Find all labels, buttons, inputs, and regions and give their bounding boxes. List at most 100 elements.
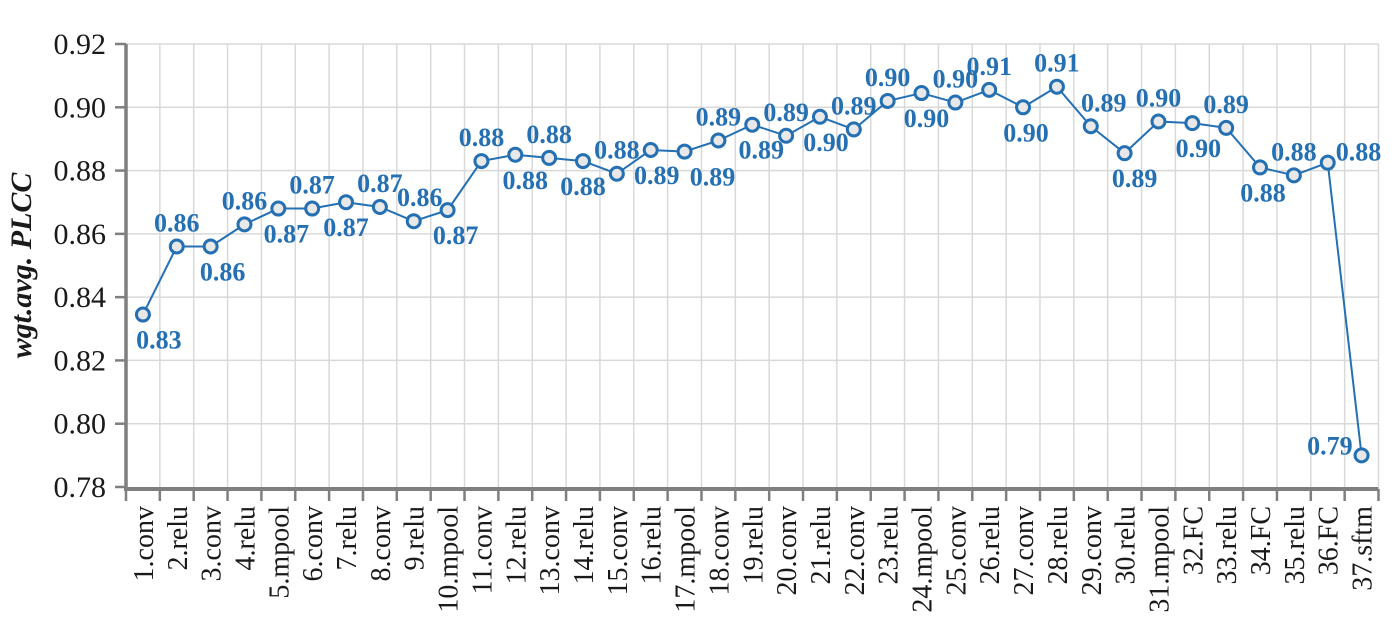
data-point-marker: [1285, 167, 1302, 184]
x-tick-label: 33.relu: [1212, 506, 1243, 585]
data-point-marker: [879, 92, 896, 109]
data-point-label: 0.90: [1003, 118, 1049, 147]
data-point-marker: [202, 238, 219, 255]
x-tick-label: 31.mpool: [1144, 506, 1175, 613]
data-point-marker: [845, 121, 862, 138]
data-point-marker: [236, 216, 253, 233]
data-point-marker: [473, 153, 490, 170]
data-point-label: 0.90: [904, 104, 950, 133]
data-point-marker: [507, 146, 524, 163]
x-tick-label: 27.conv: [1009, 506, 1040, 595]
data-point-label: 0.88: [1271, 137, 1317, 166]
data-point-label: 0.87: [433, 221, 479, 250]
data-point-marker: [913, 85, 930, 102]
x-tick-label: 16.relu: [637, 506, 668, 585]
data-point-marker: [778, 127, 795, 144]
x-tick-label: 28.relu: [1043, 506, 1074, 585]
x-tick-label: 9.relu: [400, 506, 431, 571]
data-point-label: 0.86: [154, 209, 200, 238]
data-point-label: 0.91: [1034, 49, 1080, 78]
data-point-label: 0.79: [1307, 431, 1353, 460]
data-point-marker: [1015, 99, 1032, 116]
x-tick-label: 32.FC: [1178, 506, 1209, 575]
y-axis-title: wgt.avg. PLCC: [5, 172, 38, 359]
data-point-marker: [1150, 113, 1167, 130]
y-tick-label: 0.82: [54, 344, 107, 377]
data-point-marker: [439, 202, 456, 219]
data-point-label: 0.87: [264, 220, 310, 249]
data-point-label: 0.88: [1336, 138, 1382, 167]
data-point-label: 0.89: [1081, 88, 1127, 117]
x-tick-label: 26.relu: [975, 506, 1006, 585]
x-tick-label: 6.conv: [298, 506, 329, 581]
x-tick-label: 4.relu: [230, 506, 261, 571]
data-point-label: 0.87: [323, 213, 369, 242]
data-point-label: 0.89: [1203, 90, 1249, 119]
x-tick-label: 22.conv: [840, 506, 871, 595]
x-tick-label: 19.relu: [738, 506, 769, 585]
data-point-label: 0.89: [831, 91, 877, 120]
data-point-label: 0.83: [136, 326, 182, 355]
data-point-marker: [1252, 159, 1269, 176]
x-tick-label: 11.conv: [467, 506, 498, 594]
data-point-marker: [947, 94, 964, 111]
x-tick-label: 13.conv: [535, 506, 566, 595]
x-tick-label: 18.conv: [704, 506, 735, 595]
x-tick-label: 10.mpool: [434, 506, 465, 613]
data-point-marker: [168, 238, 185, 255]
data-point-marker: [642, 142, 659, 159]
x-tick-label: 14.relu: [569, 506, 600, 585]
data-point-marker: [744, 116, 761, 133]
data-point-label: 0.89: [739, 136, 785, 165]
data-point-label: 0.89: [690, 163, 736, 192]
y-tick-label: 0.92: [54, 28, 107, 61]
data-point-marker: [981, 81, 998, 98]
data-point-marker: [608, 165, 625, 182]
data-point-label: 0.88: [1240, 178, 1286, 207]
y-tick-label: 0.84: [54, 281, 107, 314]
x-tick-label: 5.mpool: [264, 506, 295, 599]
y-tick-label: 0.90: [54, 91, 107, 124]
x-tick-label: 21.relu: [806, 506, 837, 585]
data-point-label: 0.90: [1176, 134, 1222, 163]
x-tick-label: 35.relu: [1280, 506, 1311, 585]
data-point-marker: [1184, 115, 1201, 132]
data-point-marker: [1319, 154, 1336, 171]
data-point-label: 0.86: [397, 183, 443, 212]
data-point-marker: [1353, 447, 1370, 464]
x-tick-label: 25.conv: [941, 506, 972, 595]
data-point-label: 0.89: [696, 103, 742, 132]
data-point-label: 0.89: [1112, 164, 1158, 193]
x-tick-label: 29.conv: [1077, 506, 1108, 595]
data-point-label: 0.90: [803, 128, 849, 157]
data-point-label: 0.88: [560, 172, 606, 201]
data-point-label: 0.87: [289, 171, 335, 200]
data-point-label: 0.88: [459, 123, 505, 152]
x-tick-label: 23.relu: [874, 506, 905, 585]
x-tick-label: 3.conv: [197, 506, 228, 581]
data-point-marker: [676, 143, 693, 160]
y-tick-label: 0.78: [54, 471, 107, 504]
data-point-marker: [405, 213, 422, 230]
data-point-label: 0.86: [222, 186, 268, 215]
data-point-marker: [811, 108, 828, 125]
x-tick-label: 12.relu: [501, 506, 532, 585]
data-point-marker: [270, 200, 287, 217]
data-point-label: 0.88: [594, 136, 640, 165]
data-point-label: 0.90: [1136, 84, 1182, 113]
data-point-label: 0.88: [526, 120, 572, 149]
data-point-marker: [1082, 118, 1099, 135]
data-point-marker: [1218, 119, 1235, 136]
y-tick-label: 0.86: [54, 218, 107, 251]
x-tick-label: 37.sftm: [1348, 506, 1379, 591]
data-point-label: 0.89: [763, 98, 809, 127]
x-tick-label: 17.mpool: [671, 506, 702, 613]
x-tick-label: 24.mpool: [908, 506, 939, 613]
data-point-marker: [710, 132, 727, 149]
x-tick-label: 34.FC: [1246, 506, 1277, 575]
data-point-label: 0.88: [503, 166, 549, 195]
data-point-label: 0.90: [933, 65, 979, 94]
x-tick-label: 15.conv: [603, 506, 634, 595]
